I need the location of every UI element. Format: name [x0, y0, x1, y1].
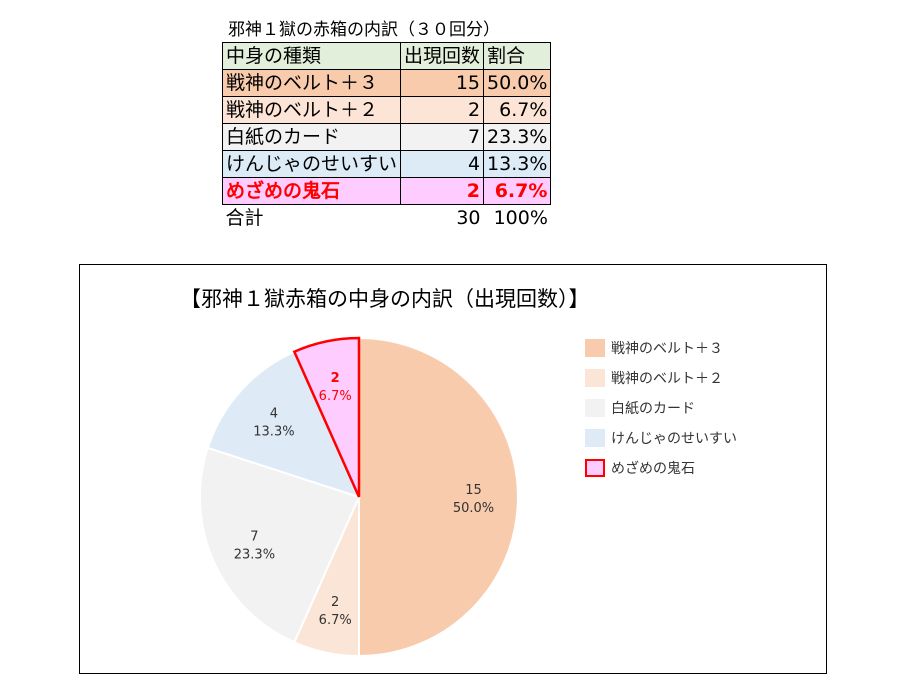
- total-pct: 100%: [493, 207, 548, 229]
- legend-item-4: めざめの鬼石: [585, 453, 737, 483]
- data-label-pct-1: 6.7%: [319, 613, 352, 628]
- row-name: 白紙のカード: [221, 123, 402, 151]
- total-count: 30: [456, 207, 481, 229]
- legend-swatch: [585, 339, 605, 357]
- legend-item-0: 戦神のベルト＋３: [585, 333, 737, 363]
- table-row-highlight: めざめの鬼石 2 6.7%: [221, 177, 552, 205]
- header-ratio: 割合: [483, 42, 552, 70]
- row-name: けんじゃのせいすい: [221, 150, 402, 178]
- table-row: 戦神のベルト＋２ 2 6.7%: [221, 96, 552, 124]
- row-name: めざめの鬼石: [221, 177, 402, 205]
- table-row: けんじゃのせいすい 4 13.3%: [221, 150, 552, 178]
- legend-item-3: けんじゃのせいすい: [585, 423, 737, 453]
- summary-table: 中身の種類 出現回数 割合 戦神のベルト＋３ 15 50.0% 戦神のベルト＋２…: [221, 42, 552, 232]
- header-item-type: 中身の種類: [221, 42, 402, 70]
- row-count: 2: [400, 96, 485, 124]
- legend-label: めざめの鬼石: [611, 461, 695, 477]
- legend-label: けんじゃのせいすい: [611, 431, 737, 447]
- chart-legend: 戦神のベルト＋３ 戦神のベルト＋２ 白紙のカードけんじゃのせいすい めざめの鬼石: [585, 333, 737, 483]
- table-header-row: 中身の種類 出現回数 割合: [221, 42, 552, 70]
- row-pct: 13.3%: [483, 150, 552, 178]
- pie-chart: 15 50.0% 2 6.7% 7 23.3% 4 13.3% 2 6.7%: [199, 336, 519, 658]
- data-label-pct-4: 6.7%: [319, 389, 352, 404]
- legend-swatch: [585, 459, 605, 477]
- row-pct: 23.3%: [483, 123, 552, 151]
- table-row: 白紙のカード 7 23.3%: [221, 123, 552, 151]
- table-row: 戦神のベルト＋３ 15 50.0%: [221, 69, 552, 97]
- data-label-value-0: 15: [465, 483, 482, 498]
- pie-slice-4: [292, 336, 361, 498]
- legend-swatch: [585, 399, 605, 417]
- table-title: 邪神１獄の赤箱の内訳（３０回分）: [228, 20, 500, 40]
- row-count: 2: [400, 177, 485, 205]
- legend-label: 戦神のベルト＋２: [611, 371, 723, 387]
- legend-swatch: [585, 429, 605, 447]
- pie-slice-2: [199, 446, 361, 644]
- header-count: 出現回数: [400, 42, 485, 70]
- data-label-pct-0: 50.0%: [453, 501, 494, 516]
- row-pct: 6.7%: [483, 96, 552, 124]
- table-total-row: 合計 30 100%: [223, 205, 551, 232]
- row-name: 戦神のベルト＋２: [221, 96, 402, 124]
- row-count: 15: [400, 69, 485, 97]
- row-count: 7: [400, 123, 485, 151]
- data-label-value-4: 2: [331, 371, 340, 386]
- total-label: 合計: [225, 207, 264, 229]
- legend-swatch: [585, 369, 605, 387]
- pie-chart-frame: 【邪神１獄赤箱の中身の内訳（出現回数）】 15 50.0% 2 6.7% 7 23.3% 4…: [79, 264, 827, 674]
- legend-item-2: 白紙のカード: [585, 393, 737, 423]
- data-label-pct-3: 13.3%: [253, 424, 294, 439]
- data-label-value-1: 2: [331, 595, 339, 610]
- row-pct: 6.7%: [483, 177, 552, 205]
- legend-label: 白紙のカード: [611, 401, 695, 417]
- pie-slice-0: [358, 336, 519, 658]
- data-label-pct-2: 23.3%: [234, 548, 275, 563]
- data-label-value-2: 7: [250, 530, 258, 545]
- legend-label: 戦神のベルト＋３: [611, 341, 723, 357]
- chart-title: 【邪神１獄赤箱の中身の内訳（出現回数）】: [180, 287, 590, 311]
- pie-slice-3: [206, 350, 361, 499]
- row-count: 4: [400, 150, 485, 178]
- row-name: 戦神のベルト＋３: [221, 69, 402, 97]
- legend-item-1: 戦神のベルト＋２: [585, 363, 737, 393]
- row-pct: 50.0%: [483, 69, 552, 97]
- data-label-value-3: 4: [270, 406, 278, 421]
